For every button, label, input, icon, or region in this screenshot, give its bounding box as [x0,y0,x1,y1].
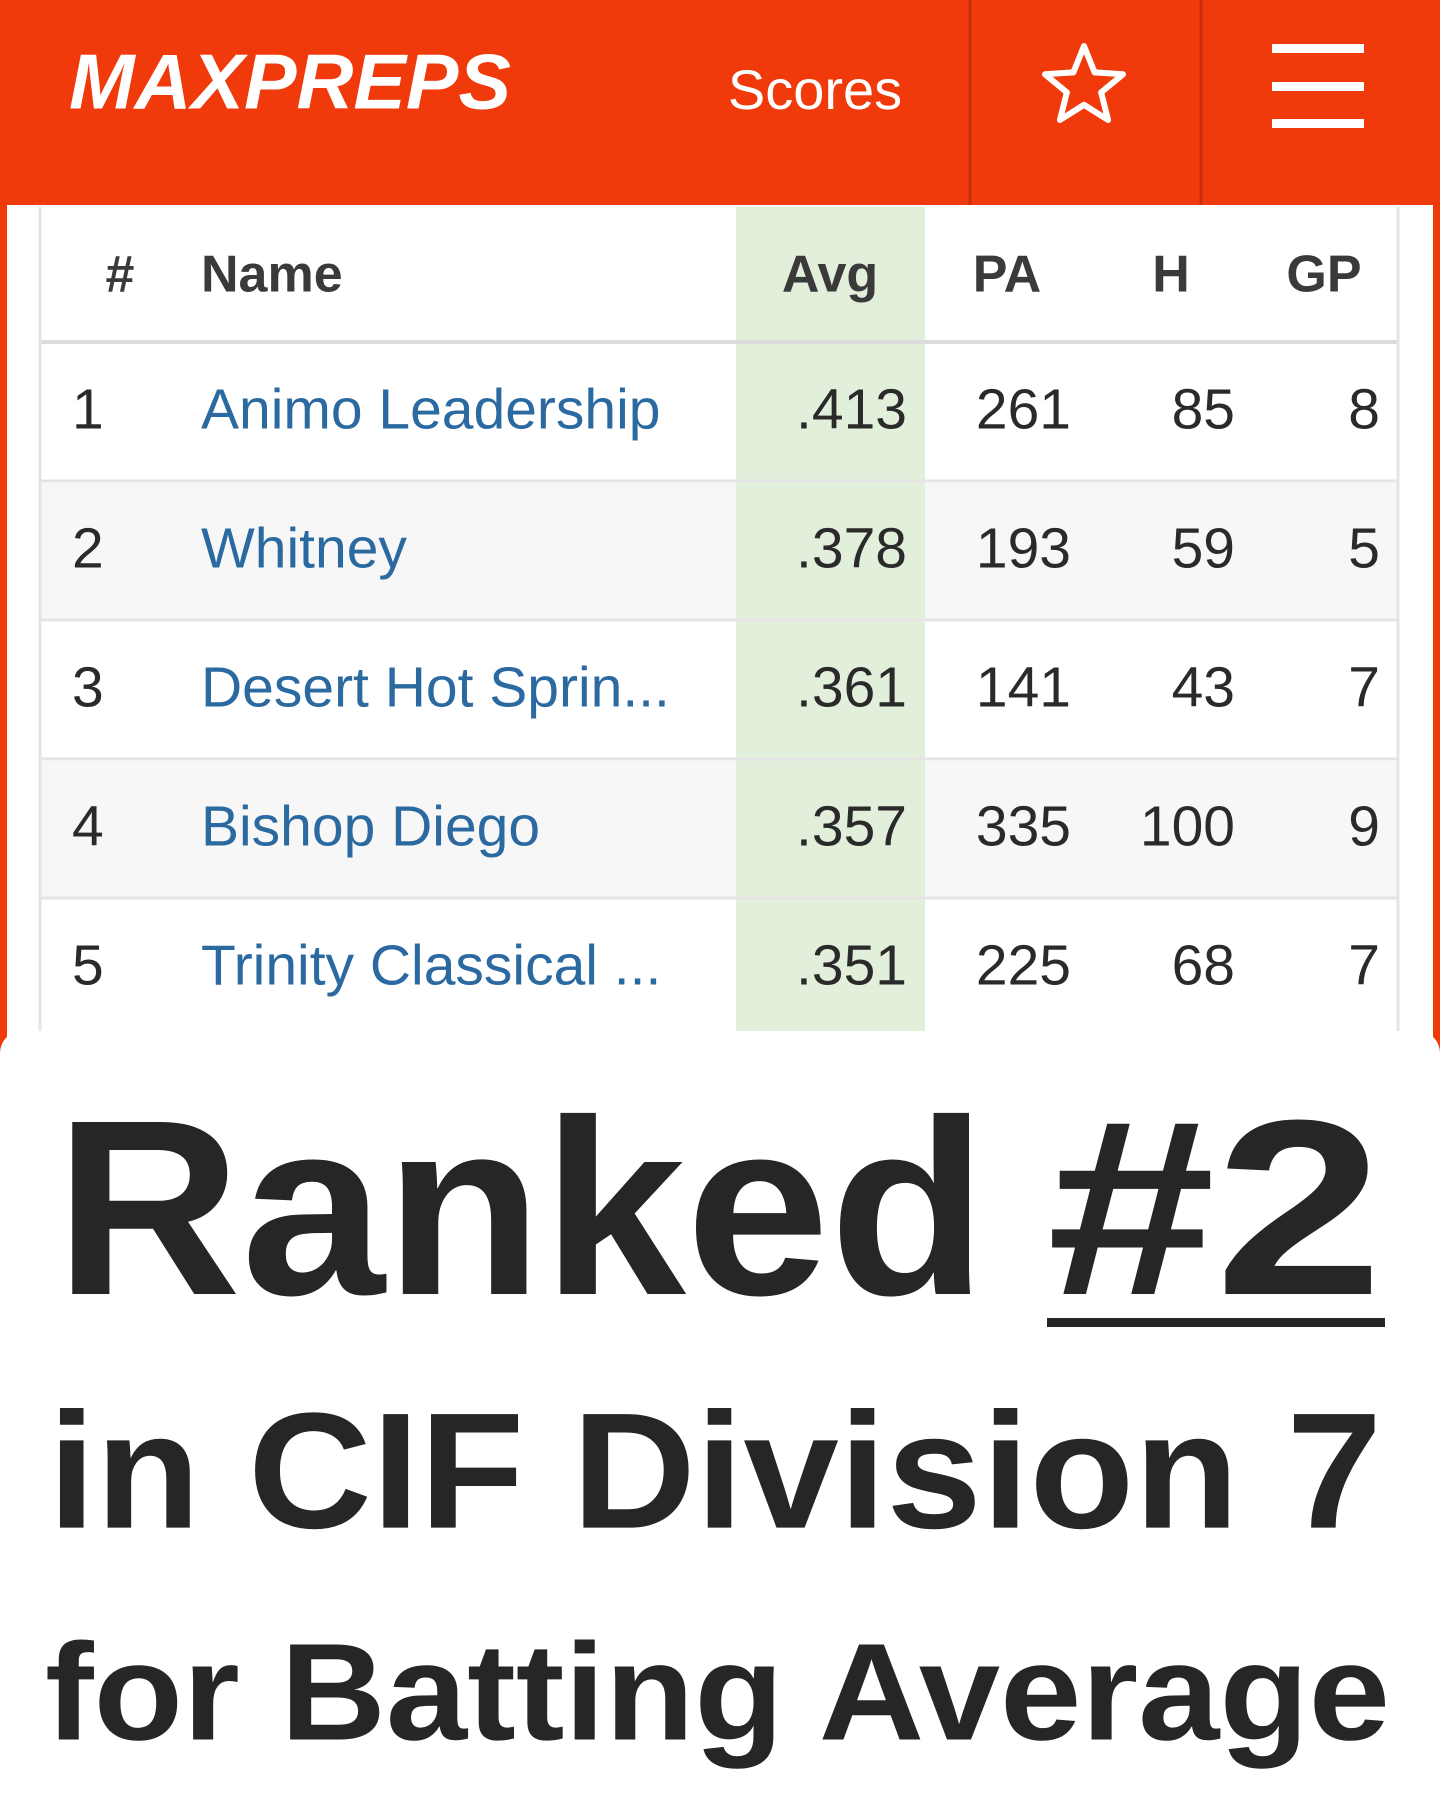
column-header[interactable]: PA [973,246,1041,304]
row-bg [40,900,1398,1037]
rank-underline [1047,1318,1385,1327]
team-link[interactable]: Whitney [201,517,407,581]
column-header[interactable]: # [106,246,135,304]
menu-bar [1272,44,1364,53]
row-bg [40,344,1398,481]
cell: 7 [1348,656,1380,720]
row-bg [40,483,1398,620]
cell: 2 [72,517,104,581]
cell: 5 [1348,517,1380,581]
cell: 85 [1172,378,1235,442]
logo[interactable]: MAXPREPS [69,38,511,126]
cell: 1 [72,378,104,442]
cell: 3 [72,656,104,720]
caption-line: Ranked [55,1068,987,1347]
sorted-column [736,207,925,1107]
column-header[interactable]: H [1152,246,1190,304]
caption-line: in CIF Division 7 [48,1379,1382,1563]
cell: .357 [796,795,907,859]
row-bg [40,761,1398,898]
caption-card [0,1031,1440,1800]
cell: 5 [72,934,104,998]
menu-bar [1272,119,1364,128]
team-link[interactable]: Animo Leadership [201,378,660,442]
cell: 141 [976,656,1071,720]
cell: 100 [1140,795,1235,859]
column-header[interactable]: GP [1286,246,1361,304]
cell: 59 [1172,517,1235,581]
stats-table: # Name Avg PA H GP1 Animo Leadership .413 261 85 8… [38,207,1400,1107]
favorite-icon[interactable] [1042,43,1126,123]
menu-icon[interactable] [1272,44,1364,128]
cell: 193 [976,517,1071,581]
team-link[interactable]: Trinity Classical ... [201,934,661,998]
cell: .378 [796,517,907,581]
caption-rank: #2 [1047,1068,1383,1347]
caption-line: for Batting Average [45,1615,1390,1769]
cell: 7 [1348,934,1380,998]
cell: 43 [1172,656,1235,720]
cell: 4 [72,795,104,859]
cell: .361 [796,656,907,720]
cell: 261 [976,378,1071,442]
column-header[interactable]: Avg [782,246,878,304]
cell: 8 [1348,378,1380,442]
team-link[interactable]: Bishop Diego [201,795,540,859]
cell: 68 [1172,934,1235,998]
cell: 335 [976,795,1071,859]
team-link[interactable]: Desert Hot Sprin... [201,656,670,720]
cell: 225 [976,934,1071,998]
column-header[interactable]: Name [201,246,343,304]
menu-bar [1272,82,1364,91]
nav-scores[interactable]: Scores [728,58,902,121]
row-bg [40,622,1398,759]
cell: .351 [796,934,907,998]
cell: .413 [796,378,907,442]
cell: 9 [1348,795,1380,859]
